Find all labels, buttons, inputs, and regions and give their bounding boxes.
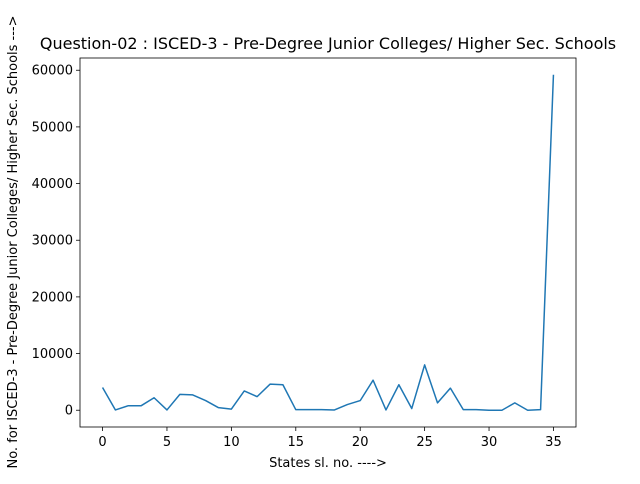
x-tick-label: 5 (163, 435, 171, 450)
x-tick-label: 35 (545, 435, 562, 450)
chart-title: Question-02 : ISCED-3 - Pre-Degree Junio… (40, 34, 616, 53)
y-tick-label: 30000 (32, 234, 73, 249)
y-tick-label: 20000 (32, 290, 73, 305)
x-tick-label: 0 (98, 435, 106, 450)
plot-background (80, 58, 576, 427)
y-tick-label: 10000 (32, 347, 73, 362)
y-tick-label: 60000 (32, 64, 73, 79)
x-tick-label: 20 (352, 435, 369, 450)
plot-area (80, 58, 576, 427)
x-axis-ticks: 0 5 10 15 20 25 30 35 (98, 427, 561, 450)
y-tick-label: 0 (65, 404, 73, 419)
x-tick-label: 10 (223, 435, 240, 450)
x-axis-label: States sl. no. ----> (269, 456, 387, 471)
y-axis-label: No. for ISCED-3 - Pre-Degree Junior Coll… (6, 15, 21, 468)
x-tick-label: 30 (481, 435, 498, 450)
x-tick-label: 15 (288, 435, 305, 450)
y-tick-label: 50000 (32, 120, 73, 135)
x-tick-label: 25 (416, 435, 433, 450)
y-axis-ticks: 0 10000 20000 30000 40000 50000 60000 (32, 64, 80, 419)
y-tick-label: 40000 (32, 177, 73, 192)
